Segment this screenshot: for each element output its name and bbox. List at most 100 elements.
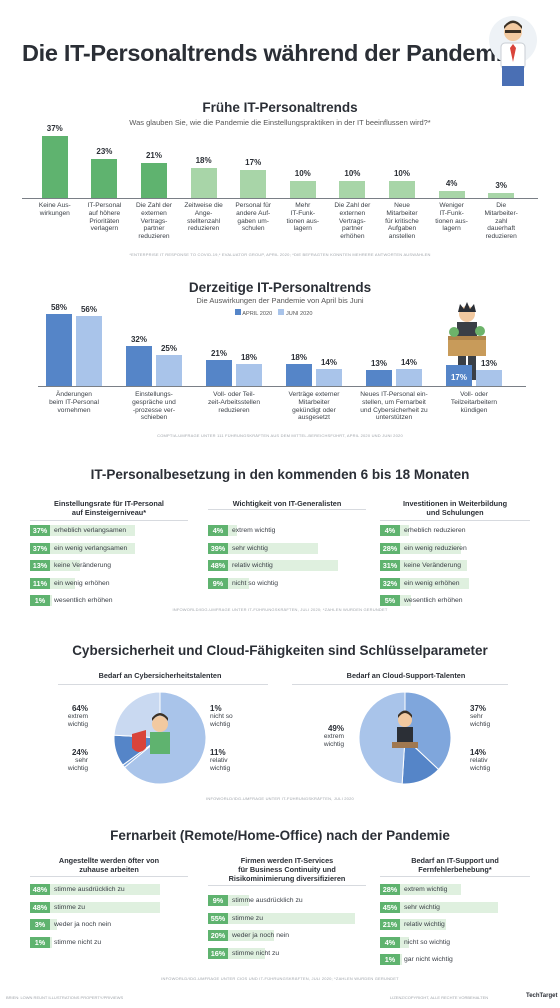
stat-label: nicht so wichtig [232,579,279,587]
panel-rule [380,520,530,521]
section1-subtitle: Was glauben Sie, wie die Pandemie die Ei… [129,118,431,127]
stat-percent: 11% [30,577,50,589]
panel-rule [208,509,366,510]
stat-label: keine Veränderung [404,562,462,569]
panel-rule [380,876,530,877]
stat-percent: 4% [380,525,400,536]
stat-percent: 1% [380,954,400,965]
section2-source: COMPTIA-UMFRAGE UNTER 111 FÜHRUNGSKRÄFTE… [157,433,403,438]
section1-category-label: Mehr IT-Funk- tionen aus- lagern [286,202,320,233]
section1-bar [141,162,167,198]
section2-bar-april [446,364,472,386]
section1-category-label: Die Zahl der externen Vertrags- partner … [334,202,371,241]
section2-value-label: 32% [130,335,147,345]
section5-title: Fernarbeit (Remote/Home-Office) nach der… [110,828,450,843]
section2-category-label: Voll- oder Teil- zeit-Arbeitsstellen red… [207,391,261,414]
pie-label: 11% relativ wichtig [210,748,250,772]
legend-swatch-april [235,309,241,315]
stat-fill [50,901,161,913]
pie-category: extrem wichtig [323,733,344,748]
stat-percent: 37% [30,525,50,536]
section2-bar-juni [76,316,102,386]
section4-title: Cybersicherheit und Cloud-Fähigkeiten si… [72,643,488,658]
stat-percent: 9% [208,577,228,589]
section2-bar-juni [316,368,342,386]
pie-label: 37% sehr wichtig [470,704,510,728]
section1-category-label: Weniger IT-Funk- tionen aus- lagern [435,202,468,233]
section2-value-label: 56% [80,305,97,315]
section3-source: INFOWORLD/IDG-UMFRAGE UNTER IT-FÜHRUNGSK… [172,607,388,612]
stat-label: sehr wichtig [404,903,440,911]
stat-fill [50,595,53,606]
stat-fill [400,525,409,536]
stat-fill [50,525,136,536]
stat-fill [400,901,498,913]
stat-percent: 28% [380,884,400,895]
stat-fill [400,936,409,948]
stat-label: gar nicht wichtig [404,956,453,963]
section1-axis [22,198,538,199]
legend-juni: JUNI 2020 [286,311,313,317]
stat-row: 5% wesentlich erhöhen [380,595,530,606]
stat-percent: 5% [380,595,400,606]
panel-title: Wichtigkeit von IT-Generalisten [232,499,342,508]
stat-row: 21% relativ wichtig [380,919,530,930]
pie-percent: 1% [210,704,222,713]
section1-value-label: 23% [96,147,113,157]
panel-rule [30,876,188,877]
panel-rule [30,520,188,521]
stat-percent: 48% [208,560,228,571]
stat-percent: 31% [380,560,400,571]
stat-fill [228,577,249,589]
stat-percent: 28% [380,542,400,554]
section2-title: Derzeitige IT-Personaltrends [188,280,372,295]
section1-value-label: 10% [294,169,311,179]
footer-left: BRIEN: LOWN REUNT ILLUSTRATIONS PROPERTY… [6,995,124,1000]
pie-category: extrem wichtig [67,713,88,728]
pie1-rule [58,684,268,685]
pie-label: 24% sehr wichtig [48,748,88,772]
stat-fill [400,954,403,965]
security-person-icon [132,713,170,754]
section2-category-label: Verträge externer Mitarbeiter gekündigt … [288,391,340,422]
stat-label: wesentlich erhöhen [404,597,463,604]
stat-label: extrem wichtig [404,886,448,893]
stat-label: erheblich verlangsamen [54,527,127,534]
section2-category-label: Neues IT-Personal ein- stellen, um Ferna… [360,391,428,422]
page-title: Die IT-Personaltrends während der Pandem… [22,40,515,66]
section1-category-label: IT-Personal auf höhere Prioritäten verla… [87,202,122,233]
stat-fill [228,560,339,571]
stat-percent: 1% [30,595,50,606]
stat-row: 31% keine Veränderung [380,560,530,571]
stat-fill [400,919,446,930]
section5-source: INFOWORLD/IDG-UMFRAGE UNTER CIOS UND IT-… [161,976,399,981]
stat-label: relativ wichtig [404,921,445,928]
stat-label: extrem wichtig [232,527,276,534]
businessman-illustration [489,16,537,86]
section2-value-label: 14% [320,357,337,367]
stat-fill [400,542,461,554]
section2-bar-juni [156,354,182,386]
section1-value-label: 17% [245,157,262,167]
stat-label: sehr wichtig [232,544,268,552]
section2-value-label: 18% [240,352,257,362]
stat-percent: 16% [208,947,228,959]
panel-title: Einstellungsrate für IT-Personal auf Ein… [54,499,164,517]
section1-source: *ENTERPRISE IT RESPONSE TO COVID-19,* EV… [129,252,431,257]
section2-category-label: Änderungen beim IT-Personal vornehmen [49,391,99,414]
section1-bar [190,167,217,198]
section2-value-label: 21% [210,348,227,358]
section1-category-label: Die Mitarbeiter- zahl dauerhaft reduzier… [484,202,518,241]
brand-logo: TechTarget [526,993,558,999]
section2-value-label: 14% [400,357,417,367]
pie-charts [113,691,452,785]
stat-fill [400,560,468,571]
legend-april: APRIL 2020 [242,311,273,317]
stat-percent: 48% [30,901,50,913]
section1-value-label: 10% [393,169,410,179]
stat-percent: 3% [30,919,50,930]
stat-fill [50,542,136,554]
pie2-rule [292,684,508,685]
stat-row: 1% wesentlich erhöhen [30,595,188,606]
stat-row: 3% weder ja noch nein [30,919,188,930]
